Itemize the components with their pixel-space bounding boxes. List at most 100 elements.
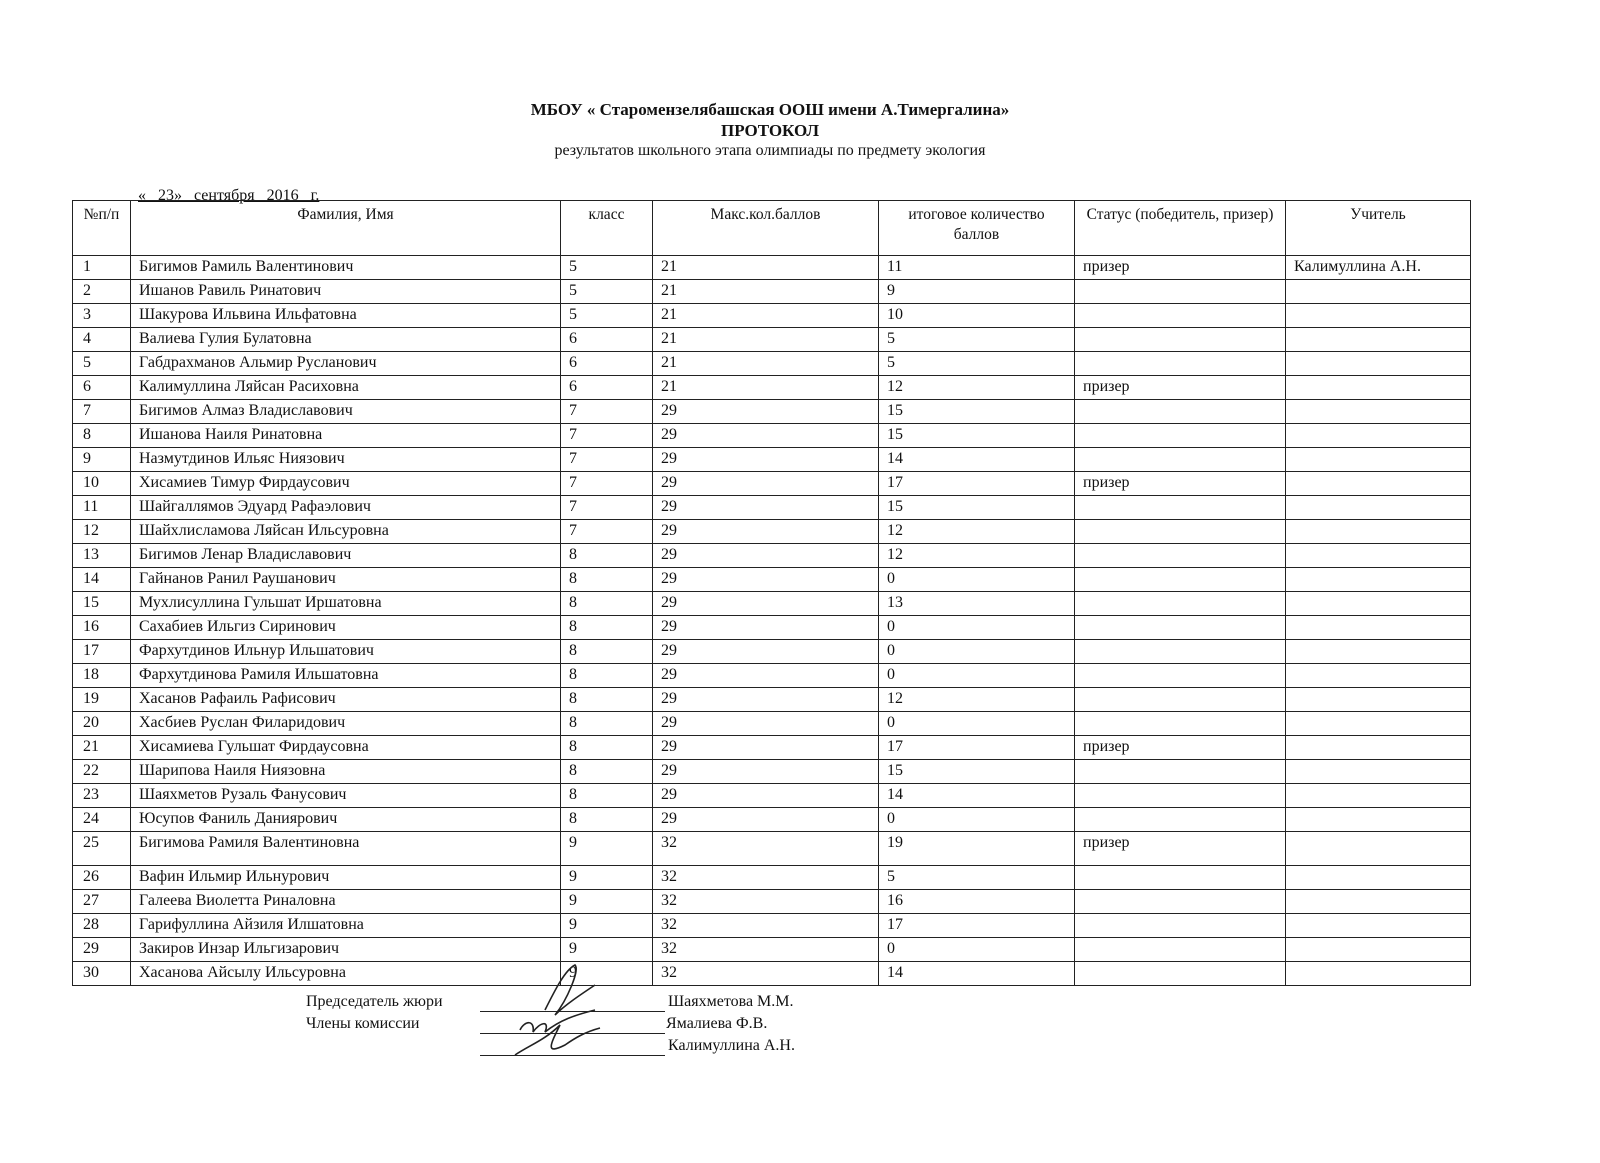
cell-number: 4 <box>72 327 131 352</box>
cell-total-score: 0 <box>878 807 1075 832</box>
cell-number: 23 <box>72 783 131 808</box>
cell-number: 21 <box>72 735 131 760</box>
cell-number: 24 <box>72 807 131 832</box>
cell-class: 9 <box>560 913 653 938</box>
cell-name: Гарифуллина Айзиля Илшатовна <box>130 913 561 938</box>
handwritten-signatures <box>514 964 601 1056</box>
cell-name: Калимуллина Ляйсан Расиховна <box>130 375 561 400</box>
cell-teacher <box>1285 375 1471 400</box>
school-name: МБОУ « Старомензелябашская ООШ имени А.Т… <box>530 100 1010 119</box>
cell-teacher <box>1285 447 1471 472</box>
cell-number: 11 <box>72 495 131 520</box>
cell-number: 18 <box>72 663 131 688</box>
cell-max-score: 32 <box>652 937 879 962</box>
cell-name: Шакурова Ильвина Ильфатовна <box>130 303 561 328</box>
cell-total-score: 15 <box>878 423 1075 448</box>
cell-status <box>1074 639 1286 664</box>
cell-teacher <box>1285 961 1471 986</box>
cell-teacher <box>1285 663 1471 688</box>
cell-name: Хасанов Рафаиль Рафисович <box>130 687 561 712</box>
cell-name: Шайхлисламова Ляйсан Ильсуровна <box>130 519 561 544</box>
cell-teacher <box>1285 937 1471 962</box>
table-row: 29 Закиров Инзар Ильгизарович 9 32 0 <box>72 937 1471 962</box>
table-row: 3 Шакурова Ильвина Ильфатовна 5 21 10 <box>72 303 1471 328</box>
cell-total-score: 12 <box>878 375 1075 400</box>
cell-status <box>1074 913 1286 938</box>
cell-teacher <box>1285 865 1471 890</box>
cell-status <box>1074 279 1286 304</box>
col-header-class: класс <box>560 200 653 256</box>
cell-class: 9 <box>560 937 653 962</box>
cell-number: 13 <box>72 543 131 568</box>
cell-number: 17 <box>72 639 131 664</box>
cell-teacher <box>1285 519 1471 544</box>
cell-max-score: 29 <box>652 735 879 760</box>
cell-class: 6 <box>560 327 653 352</box>
table-row: 14 Гайнанов Ранил Раушанович 8 29 0 <box>72 567 1471 592</box>
cell-max-score: 29 <box>652 759 879 784</box>
table-row: 26 Вафин Ильмир Ильнурович 9 32 5 <box>72 865 1471 890</box>
cell-total-score: 14 <box>878 961 1075 986</box>
cell-number: 25 <box>72 831 131 866</box>
cell-class: 7 <box>560 519 653 544</box>
member1-signature-line <box>480 1033 665 1034</box>
cell-name: Габдрахманов Альмир Русланович <box>130 351 561 376</box>
cell-total-score: 17 <box>878 471 1075 496</box>
table-row: 7 Бигимов Алмаз Владиславович 7 29 15 <box>72 399 1471 424</box>
cell-status <box>1074 591 1286 616</box>
cell-number: 19 <box>72 687 131 712</box>
table-row: 13 Бигимов Ленар Владиславович 8 29 12 <box>72 543 1471 568</box>
cell-status <box>1074 865 1286 890</box>
cell-number: 22 <box>72 759 131 784</box>
cell-max-score: 29 <box>652 639 879 664</box>
cell-max-score: 32 <box>652 889 879 914</box>
cell-status <box>1074 495 1286 520</box>
cell-name: Валиева Гулия Булатовна <box>130 327 561 352</box>
cell-status <box>1074 783 1286 808</box>
cell-max-score: 29 <box>652 495 879 520</box>
cell-name: Хисамиева Гульшат Фирдаусовна <box>130 735 561 760</box>
cell-name: Бигимова Рамиля Валентиновна <box>130 831 561 866</box>
member1-name: Ямалиева Ф.В. <box>666 1015 768 1032</box>
cell-class: 8 <box>560 591 653 616</box>
cell-max-score: 21 <box>652 327 879 352</box>
cell-max-score: 29 <box>652 567 879 592</box>
document-subtitle: результатов школьного этапа олимпиады по… <box>554 142 986 159</box>
cell-total-score: 13 <box>878 591 1075 616</box>
cell-teacher: Калимуллина А.Н. <box>1285 255 1471 280</box>
cell-class: 8 <box>560 567 653 592</box>
cell-status: призер <box>1074 255 1286 280</box>
table-row: 28 Гарифуллина Айзиля Илшатовна 9 32 17 <box>72 913 1471 938</box>
cell-max-score: 21 <box>652 303 879 328</box>
table-row: 12 Шайхлисламова Ляйсан Ильсуровна 7 29 12 <box>72 519 1471 544</box>
cell-max-score: 29 <box>652 591 879 616</box>
cell-class: 7 <box>560 447 653 472</box>
cell-total-score: 0 <box>878 711 1075 736</box>
cell-total-score: 11 <box>878 255 1075 280</box>
cell-status <box>1074 937 1286 962</box>
cell-number: 10 <box>72 471 131 496</box>
cell-total-score: 9 <box>878 279 1075 304</box>
cell-name: Мухлисуллина Гульшат Иршатовна <box>130 591 561 616</box>
table-row: 17 Фархутдинов Ильнур Ильшатович 8 29 0 <box>72 639 1471 664</box>
cell-name: Шайгаллямов Эдуард Рафаэлович <box>130 495 561 520</box>
cell-max-score: 29 <box>652 543 879 568</box>
cell-name: Сахабиев Ильгиз Сиринович <box>130 615 561 640</box>
cell-total-score: 0 <box>878 567 1075 592</box>
table-row: 22 Шарипова Наиля Ниязовна 8 29 15 <box>72 759 1471 784</box>
cell-teacher <box>1285 591 1471 616</box>
cell-status <box>1074 543 1286 568</box>
table-row: 25 Бигимова Рамиля Валентиновна 9 32 19 призе… <box>72 831 1471 866</box>
cell-total-score: 10 <box>878 303 1075 328</box>
cell-total-score: 5 <box>878 327 1075 352</box>
cell-number: 30 <box>72 961 131 986</box>
table-row: 6 Калимуллина Ляйсан Расиховна 6 21 12 призер <box>72 375 1471 400</box>
cell-teacher <box>1285 687 1471 712</box>
cell-status: призер <box>1074 831 1286 866</box>
cell-class: 8 <box>560 615 653 640</box>
cell-max-score: 32 <box>652 831 879 866</box>
cell-max-score: 21 <box>652 279 879 304</box>
cell-teacher <box>1285 567 1471 592</box>
cell-status <box>1074 687 1286 712</box>
cell-status <box>1074 303 1286 328</box>
